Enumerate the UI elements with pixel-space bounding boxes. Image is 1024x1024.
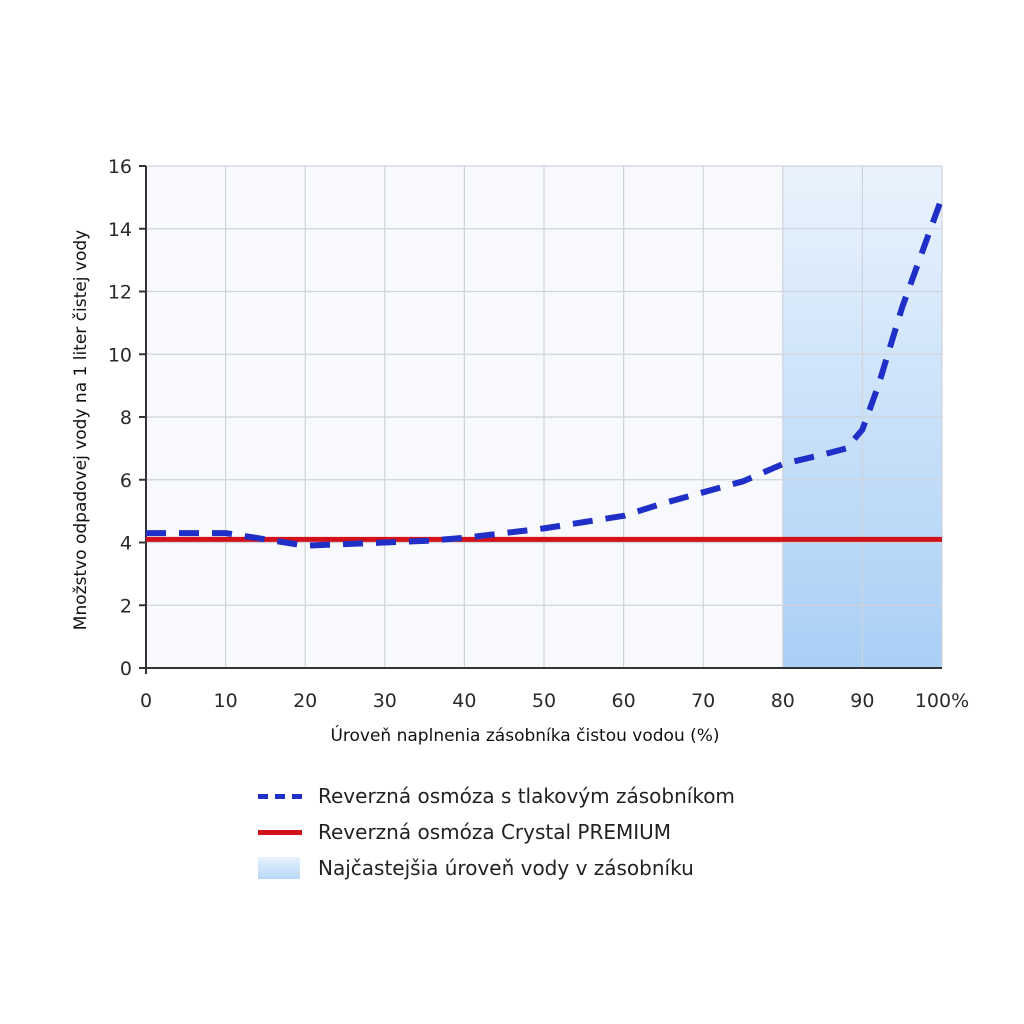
legend-item-common-level: Najčastejšia úroveň vody v zásobníku [258,850,818,886]
legend-label-pressure-tank: Reverzná osmóza s tlakovým zásobníkom [318,784,735,808]
x-tick-label: 30 [373,690,397,712]
y-tick-label: 10 [108,344,132,366]
y-tick-label: 0 [120,658,132,680]
axes [139,165,942,674]
legend-swatch-band [258,856,304,880]
y-tick-label: 8 [120,407,132,429]
x-tick-label: 100% [915,690,969,712]
x-tick-label: 10 [214,690,238,712]
chart: 0 10 20 30 40 50 60 70 80 90 100% 0 2 4 6 8 10 12 14 16 Úr… [71,156,969,746]
legend-swatch-solid [258,820,304,844]
y-tick-label: 4 [120,533,132,555]
legend-label-crystal-premium: Reverzná osmóza Crystal PREMIUM [318,820,672,844]
x-tick-label: 60 [612,690,636,712]
y-tick-label: 12 [108,282,132,304]
legend-item-pressure-tank: Reverzná osmóza s tlakovým zásobníkom [258,778,818,814]
legend-label-common-level: Najčastejšia úroveň vody v zásobníku [318,856,694,880]
x-tick-label: 0 [140,690,152,712]
x-tick-label: 70 [691,690,715,712]
y-tick-label: 16 [108,156,132,178]
y-tick-label: 6 [120,470,132,492]
x-axis-title: Úroveň naplnenia zásobníka čistou vodou … [330,724,719,746]
y-tick-label: 2 [120,595,132,617]
x-tick-label: 80 [771,690,795,712]
legend: Reverzná osmóza s tlakovým zásobníkom Re… [258,778,818,886]
x-tick-label: 90 [850,690,874,712]
series-lines [146,196,945,549]
x-tick-label: 50 [532,690,556,712]
y-tick-labels: 0 2 4 6 8 10 12 14 16 [108,156,132,680]
series-line-pressure-tank [146,196,945,549]
legend-swatch-dashed [258,784,304,808]
legend-item-crystal-premium: Reverzná osmóza Crystal PREMIUM [258,814,818,850]
y-tick-label: 14 [108,219,132,241]
x-tick-label: 20 [293,690,317,712]
y-axis-title: Množstvo odpadovej vody na 1 liter čiste… [71,230,91,630]
x-tick-label: 40 [452,690,476,712]
x-tick-labels: 0 10 20 30 40 50 60 70 80 90 100% [140,690,969,712]
